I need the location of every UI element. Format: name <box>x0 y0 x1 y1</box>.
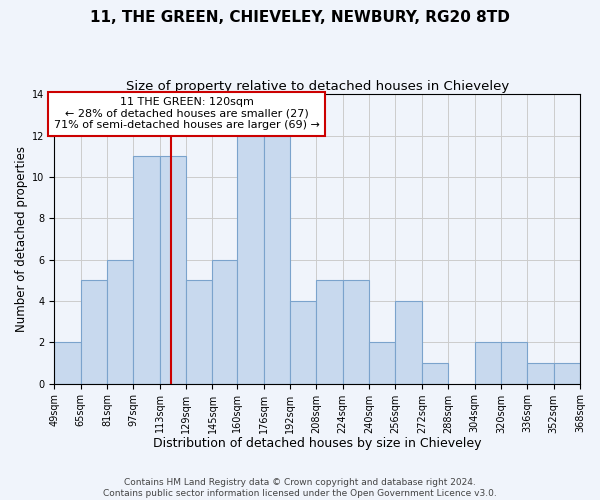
Bar <box>212 260 237 384</box>
X-axis label: Distribution of detached houses by size in Chieveley: Distribution of detached houses by size … <box>153 437 481 450</box>
Bar <box>501 342 527 384</box>
Bar <box>316 280 343 384</box>
Bar <box>237 136 263 384</box>
Text: Contains HM Land Registry data © Crown copyright and database right 2024.
Contai: Contains HM Land Registry data © Crown c… <box>103 478 497 498</box>
Bar <box>475 342 501 384</box>
Bar <box>554 363 580 384</box>
Text: 11, THE GREEN, CHIEVELEY, NEWBURY, RG20 8TD: 11, THE GREEN, CHIEVELEY, NEWBURY, RG20 … <box>90 10 510 25</box>
Bar <box>186 280 212 384</box>
Title: Size of property relative to detached houses in Chieveley: Size of property relative to detached ho… <box>125 80 509 93</box>
Bar <box>290 301 316 384</box>
Bar <box>263 136 290 384</box>
Bar <box>54 342 80 384</box>
Bar <box>80 280 107 384</box>
Text: 11 THE GREEN: 120sqm
← 28% of detached houses are smaller (27)
71% of semi-detac: 11 THE GREEN: 120sqm ← 28% of detached h… <box>54 98 320 130</box>
Bar <box>107 260 133 384</box>
Y-axis label: Number of detached properties: Number of detached properties <box>15 146 28 332</box>
Bar <box>422 363 448 384</box>
Bar <box>343 280 369 384</box>
Bar <box>369 342 395 384</box>
Bar <box>395 301 422 384</box>
Bar <box>133 156 160 384</box>
Bar <box>160 156 186 384</box>
Bar <box>527 363 554 384</box>
